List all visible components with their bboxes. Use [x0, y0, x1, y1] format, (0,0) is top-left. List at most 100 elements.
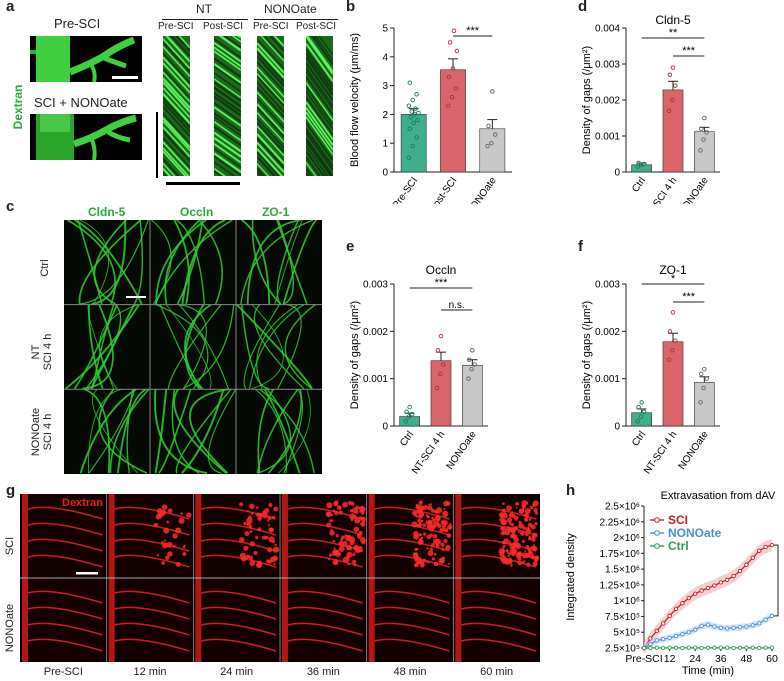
series-marker [712, 583, 717, 588]
x-tick-label: 24 [689, 653, 701, 665]
dye-leak-spot [415, 514, 419, 518]
data-point [406, 103, 412, 109]
dye-leak-spot [178, 517, 185, 524]
dye-leak-spot [528, 535, 532, 539]
data-point [635, 419, 641, 424]
kymograph-streak [306, 128, 333, 167]
junction-strand [65, 304, 140, 390]
dye-leak-spot [505, 549, 509, 553]
dye-leak-spot [416, 523, 420, 527]
dye-leak-spot [510, 545, 515, 550]
dye-leak-spot [532, 544, 536, 547]
junction-strand [79, 220, 109, 305]
vessel-branch [374, 638, 450, 652]
kymograph-streak [163, 81, 190, 113]
junction-strand [243, 304, 280, 389]
kymograph-streak [163, 46, 190, 77]
bar [662, 89, 684, 173]
dye-leak-spot [273, 563, 276, 566]
dye-leak-spot [180, 512, 183, 515]
chart-title: ZO-1 [659, 263, 687, 277]
dye-leak-spot [432, 533, 438, 539]
kymograph-streak [214, 92, 241, 113]
kymograph-streak [318, 36, 333, 56]
junction-strand [173, 220, 190, 305]
kymograph-streak [306, 122, 333, 162]
kymograph-streak [257, 103, 284, 135]
dye-leak-spot [422, 532, 427, 536]
kymograph-streak [257, 106, 284, 138]
legend-swatch-marker [654, 543, 660, 549]
dye-leak-spot [525, 544, 530, 549]
data-point [666, 108, 672, 114]
dye-leak-spot [413, 533, 420, 540]
dye-leak-spot [163, 539, 166, 542]
dye-leak-spot [515, 506, 518, 509]
pre-sci-image [30, 36, 142, 82]
y-tick-label: 2.5×10⁵ [605, 644, 640, 655]
dye-leak-spot [326, 522, 332, 528]
dye-leak-spot [360, 521, 366, 527]
vessel-branch [27, 622, 103, 636]
y-tick-label: 5×10⁵ [613, 628, 640, 639]
col-header-occln: Occln [180, 205, 214, 219]
kymograph-streak [218, 36, 241, 52]
y-tick-label: 1 [382, 139, 388, 150]
dye-leak-spot [347, 562, 350, 566]
y-tick-label: 0 [614, 422, 620, 433]
y-axis-label: Density of gaps (/μm²) [581, 46, 593, 154]
dye-leak-spot [243, 521, 247, 526]
dye-leak-spot [338, 540, 344, 547]
vessel-trunk [22, 494, 28, 578]
row-label-nonoate-g: NONOate [4, 603, 16, 653]
kymograph-streak [306, 161, 317, 176]
chart-title: Occln [426, 263, 457, 277]
panel-letter-d: d [578, 0, 588, 15]
series-marker [673, 633, 679, 639]
series-marker [757, 645, 762, 651]
series-marker [725, 626, 730, 631]
dye-leak-spot [431, 557, 436, 561]
bar [631, 164, 652, 173]
significance-label: * [671, 273, 676, 285]
dye-leak-spot [246, 522, 251, 527]
kymograph-streak [214, 161, 236, 176]
kymograph-streak [306, 36, 333, 73]
kymograph-streak [257, 167, 266, 176]
significance-label: *** [682, 291, 696, 303]
kymograph-streak [257, 73, 284, 104]
kymograph-streak [214, 155, 241, 176]
junction-strand [109, 388, 150, 474]
kymograph-streak [163, 62, 190, 94]
dye-leak-spot [445, 527, 449, 531]
kymograph-streak [163, 126, 190, 158]
kymograph-streak [163, 38, 190, 70]
dextran-red-label: Dextran [62, 497, 103, 509]
kymograph-streak [257, 97, 284, 129]
junction-strand [256, 304, 298, 389]
kymograph-streak [257, 38, 284, 70]
kymograph-streak [257, 112, 284, 143]
kymograph-streak [163, 141, 190, 173]
vessel-branch [201, 622, 277, 636]
dye-leak-spot [340, 538, 344, 542]
series-marker [763, 544, 768, 550]
series-marker [686, 630, 691, 635]
dye-leak-spot [442, 510, 449, 517]
data-point [407, 404, 412, 410]
dye-leak-spot [418, 514, 423, 519]
kymograph-streak [214, 46, 241, 68]
bar [662, 341, 684, 427]
vessel-branch [461, 590, 537, 604]
vessel-branch [287, 554, 363, 568]
dye-leak-spot [166, 520, 170, 524]
dye-leak-spot [342, 501, 349, 508]
kymograph-streak [306, 56, 333, 96]
series-marker [769, 645, 775, 650]
dye-leak-spot [353, 563, 357, 567]
data-point [410, 143, 415, 149]
dye-leak-spot [418, 541, 422, 546]
dye-leak-spot [518, 508, 524, 514]
data-point [447, 40, 453, 45]
timepoint-label: Pre-SCI [43, 666, 83, 678]
